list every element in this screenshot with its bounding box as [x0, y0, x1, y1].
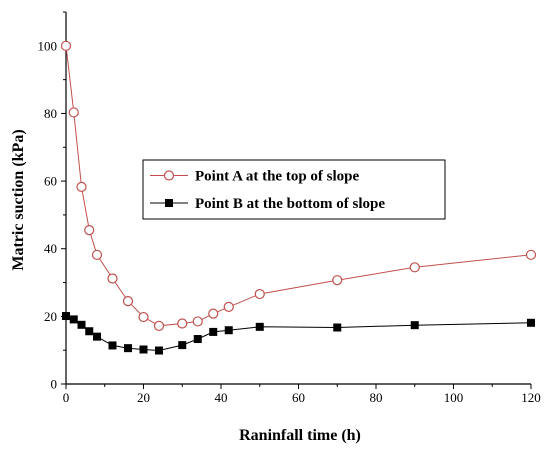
data-point: [108, 341, 117, 350]
legend: Point A at the top of slope Point B at th…: [142, 159, 446, 220]
data-point: [69, 315, 78, 324]
data-point: [122, 296, 134, 307]
data-point: [527, 318, 535, 327]
series-line: [65, 315, 532, 352]
data-point: [62, 312, 70, 321]
data-point: [60, 40, 72, 51]
data-point: [209, 327, 218, 336]
data-point: [76, 181, 87, 192]
data-point: [224, 326, 233, 335]
x-tick-label: 80: [370, 390, 383, 405]
data-point: [153, 320, 165, 331]
y-tick-label: 40: [44, 241, 57, 256]
x-tick-label: 100: [444, 390, 464, 405]
data-point: [525, 249, 537, 260]
legend-label: Point A at the top of slope: [195, 169, 360, 185]
data-point: [93, 332, 101, 341]
data-point: [332, 275, 343, 286]
y-tick-label: 20: [44, 309, 57, 324]
legend-box: [142, 159, 446, 220]
series-2: [62, 312, 535, 355]
data-point: [124, 344, 132, 353]
y-tick-label: 80: [44, 106, 57, 121]
data-point: [139, 345, 148, 354]
data-point: [208, 308, 219, 319]
series-1: [60, 40, 537, 331]
series-layer: [60, 40, 537, 355]
data-point: [223, 301, 234, 312]
data-point: [193, 335, 202, 344]
legend-marker: [163, 170, 175, 181]
y-tick-label: 0: [51, 377, 58, 392]
data-point: [85, 327, 94, 336]
y-axis-title: Matric suction (kPa): [10, 129, 27, 270]
legend-label: Point B at the bottom of slope: [195, 196, 385, 212]
data-point: [192, 316, 203, 327]
data-point: [178, 341, 187, 350]
data-point: [254, 288, 265, 300]
y-tick-label: 60: [44, 174, 57, 189]
data-point: [155, 346, 163, 355]
x-tick-label: 120: [521, 390, 541, 405]
x-tick-label: 40: [215, 390, 228, 405]
data-point: [68, 107, 79, 118]
axes: 0 20 40 60 80 100 120 0 20 40 60 80 100: [38, 11, 541, 405]
data-point: [107, 273, 118, 284]
data-point: [177, 318, 188, 329]
data-point: [84, 225, 95, 236]
x-tick-label: 0: [63, 390, 70, 405]
y-tick-label: 100: [38, 38, 58, 53]
data-point: [409, 262, 420, 273]
data-point: [333, 323, 342, 332]
x-tick-label: 60: [292, 390, 305, 405]
data-point: [77, 320, 86, 329]
data-point: [410, 321, 419, 330]
data-point: [91, 249, 103, 260]
legend-marker: [165, 199, 173, 207]
x-tick-label: 20: [137, 390, 150, 405]
data-point: [138, 311, 149, 323]
data-point: [255, 322, 264, 331]
x-axis-title: Raninfall time (h): [239, 427, 361, 444]
